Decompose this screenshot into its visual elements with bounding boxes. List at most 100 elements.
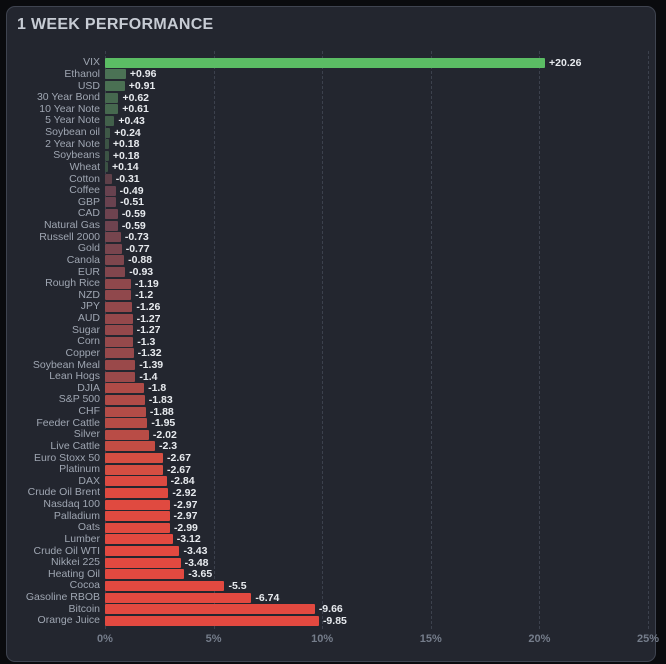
category-label[interactable]: AUD: [77, 312, 100, 325]
bar[interactable]: [105, 604, 315, 615]
category-label[interactable]: DJIA: [77, 381, 100, 394]
category-label[interactable]: Canola: [66, 253, 100, 266]
bar[interactable]: [105, 313, 133, 324]
category-label[interactable]: Coffee: [69, 184, 100, 197]
bar[interactable]: [105, 69, 126, 80]
bar[interactable]: [105, 476, 167, 487]
bar[interactable]: [105, 81, 125, 92]
category-label[interactable]: Gasoline RBOB: [25, 591, 100, 604]
bar[interactable]: [105, 220, 118, 231]
bar[interactable]: [105, 162, 109, 173]
category-label[interactable]: NZD: [78, 288, 100, 301]
bar[interactable]: [105, 57, 546, 68]
bar[interactable]: [105, 511, 170, 522]
bar[interactable]: [105, 441, 155, 452]
bar[interactable]: [105, 197, 117, 208]
category-label[interactable]: Feeder Cattle: [36, 416, 100, 429]
bar[interactable]: [105, 243, 122, 254]
category-label[interactable]: Heating Oil: [48, 567, 100, 580]
category-label[interactable]: Sugar: [71, 323, 100, 336]
category-label[interactable]: Nasdaq 100: [43, 498, 100, 511]
bar[interactable]: [105, 418, 148, 429]
category-label[interactable]: Ethanol: [64, 67, 100, 80]
category-label[interactable]: Orange Juice: [37, 614, 100, 627]
bar[interactable]: [105, 429, 149, 440]
category-label[interactable]: Silver: [73, 428, 100, 441]
bar[interactable]: [105, 580, 225, 591]
bar[interactable]: [105, 615, 319, 626]
bar[interactable]: [105, 348, 134, 359]
category-label[interactable]: 30 Year Bond: [36, 91, 100, 104]
bar[interactable]: [105, 208, 118, 219]
bar[interactable]: [105, 232, 121, 243]
category-label[interactable]: Bitcoin: [68, 602, 100, 615]
category-label[interactable]: Corn: [77, 335, 100, 348]
category-label[interactable]: Oats: [77, 521, 100, 534]
bar[interactable]: [105, 325, 133, 336]
category-label[interactable]: Crude Oil Brent: [27, 486, 100, 499]
bar[interactable]: [105, 383, 145, 394]
bar[interactable]: [105, 360, 136, 371]
category-label[interactable]: GBP: [77, 195, 100, 208]
bar[interactable]: [105, 336, 134, 347]
bar[interactable]: [105, 453, 163, 464]
category-label[interactable]: 5 Year Note: [45, 114, 100, 127]
category-label[interactable]: Soybeans: [53, 149, 100, 162]
bar[interactable]: [105, 301, 133, 312]
category-label[interactable]: CHF: [78, 405, 100, 418]
category-label[interactable]: Gold: [77, 242, 100, 255]
chart-row: 5 Year Note +0.43: [8, 115, 652, 127]
category-label[interactable]: Euro Stoxx 50: [34, 451, 100, 464]
bar[interactable]: [105, 185, 116, 196]
category-label[interactable]: Crude Oil WTI: [33, 544, 100, 557]
bar[interactable]: [105, 557, 181, 568]
category-label[interactable]: Lean Hogs: [49, 370, 100, 383]
category-label[interactable]: Wheat: [69, 160, 100, 173]
bar[interactable]: [105, 487, 169, 498]
category-label[interactable]: Cocoa: [69, 579, 100, 592]
bar[interactable]: [105, 592, 252, 603]
bar[interactable]: [105, 267, 126, 278]
category-label[interactable]: CAD: [77, 207, 100, 220]
bar[interactable]: [105, 534, 173, 545]
bar[interactable]: [105, 546, 180, 557]
bar[interactable]: [105, 394, 145, 405]
category-label[interactable]: Copper: [65, 346, 100, 359]
category-label[interactable]: Natural Gas: [43, 219, 100, 232]
category-label[interactable]: Nikkei 225: [50, 556, 100, 569]
category-label[interactable]: Soybean Meal: [32, 358, 100, 371]
category-label[interactable]: Cotton: [69, 172, 100, 185]
bar[interactable]: [105, 115, 115, 126]
category-label[interactable]: Platinum: [59, 463, 100, 476]
chart-row: Oats -2.99: [8, 522, 652, 534]
bar[interactable]: [105, 522, 170, 533]
bar[interactable]: [105, 464, 163, 475]
category-label[interactable]: S&P 500: [58, 393, 100, 406]
bar[interactable]: [105, 569, 185, 580]
category-label[interactable]: USD: [77, 79, 100, 92]
category-label[interactable]: 2 Year Note: [45, 137, 100, 150]
bar[interactable]: [105, 278, 131, 289]
bar[interactable]: [105, 127, 111, 138]
bar[interactable]: [105, 150, 109, 161]
bar[interactable]: [105, 290, 132, 301]
bar[interactable]: [105, 104, 119, 115]
bar[interactable]: [105, 92, 119, 103]
category-label[interactable]: Russell 2000: [39, 230, 100, 243]
category-label[interactable]: Rough Rice: [45, 277, 100, 290]
category-label[interactable]: Palladium: [53, 509, 100, 522]
category-label[interactable]: Soybean oil: [45, 126, 100, 139]
category-label[interactable]: 10 Year Note: [39, 102, 100, 115]
category-label[interactable]: EUR: [77, 265, 100, 278]
bar[interactable]: [105, 174, 112, 185]
bar[interactable]: [105, 371, 136, 382]
category-label[interactable]: DAX: [78, 474, 100, 487]
category-label[interactable]: Lumber: [64, 532, 100, 545]
category-label[interactable]: VIX: [83, 56, 100, 69]
bar[interactable]: [105, 255, 125, 266]
category-label[interactable]: JPY: [80, 300, 100, 313]
bar[interactable]: [105, 406, 146, 417]
bar[interactable]: [105, 139, 109, 150]
category-label[interactable]: Live Cattle: [50, 439, 100, 452]
bar[interactable]: [105, 499, 170, 510]
